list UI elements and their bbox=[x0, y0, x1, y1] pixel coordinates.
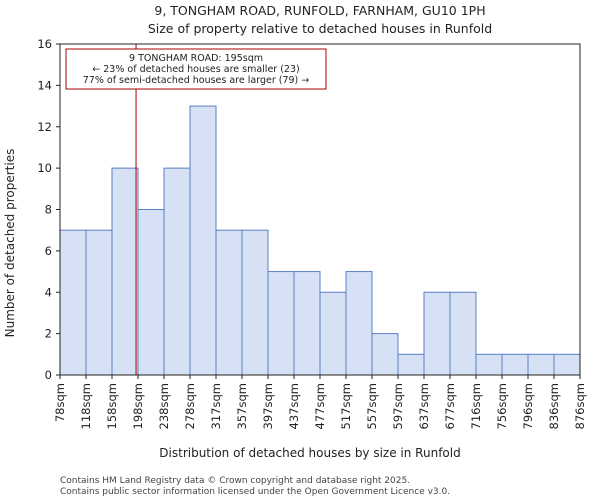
annotation-line3: 77% of semi-detached houses are larger (… bbox=[83, 75, 310, 86]
x-tick-label: 677sqm bbox=[443, 383, 457, 429]
x-tick-label: 78sqm bbox=[53, 383, 67, 422]
chart-title-line2: Size of property relative to detached ho… bbox=[148, 21, 492, 36]
annotation-line2: ← 23% of detached houses are smaller (23… bbox=[92, 64, 299, 75]
bar-637sqm bbox=[423, 291, 451, 376]
x-tick-label: 557sqm bbox=[365, 383, 379, 429]
bar-597sqm bbox=[397, 353, 425, 376]
annotation-rect bbox=[65, 48, 327, 90]
bar-437sqm bbox=[293, 271, 321, 376]
x-tick-label: 517sqm bbox=[339, 383, 353, 429]
bar-677sqm bbox=[449, 291, 477, 376]
chart-title-line1: 9, TONGHAM ROAD, RUNFOLD, FARNHAM, GU10 … bbox=[154, 3, 485, 18]
bar-278sqm bbox=[189, 105, 217, 376]
y-tick-label: 2 bbox=[45, 327, 52, 341]
x-tick-label: 118sqm bbox=[79, 383, 93, 429]
bar-796sqm bbox=[527, 353, 555, 376]
bar-78sqm bbox=[59, 229, 87, 376]
bar-716sqm bbox=[475, 353, 503, 376]
annotation-box: 9 TONGHAM ROAD: 195sqm ← 23% of detached… bbox=[65, 48, 327, 90]
bar-477sqm bbox=[319, 291, 347, 376]
bar-756sqm bbox=[501, 353, 529, 376]
x-tick-label: 597sqm bbox=[391, 383, 405, 429]
y-tick-label: 10 bbox=[37, 161, 52, 175]
annotation-line1: 9 TONGHAM ROAD: 195sqm bbox=[129, 53, 263, 64]
x-tick-label: 317sqm bbox=[209, 383, 223, 429]
x-axis-ticks: 78sqm 118sqm 158sqm 198sqm 238sqm 278sqm 317sq… bbox=[53, 375, 587, 429]
y-tick-label: 4 bbox=[45, 285, 52, 299]
bar-238sqm bbox=[163, 167, 191, 376]
y-tick-label: 14 bbox=[37, 78, 52, 92]
y-tick-label: 16 bbox=[37, 37, 52, 51]
bar-517sqm bbox=[345, 271, 373, 376]
x-tick-label: 716sqm bbox=[469, 383, 483, 429]
y-tick-label: 6 bbox=[45, 244, 52, 258]
x-axis-label: Distribution of detached houses by size … bbox=[159, 446, 460, 460]
footer-line1: Contains HM Land Registry data © Crown c… bbox=[60, 476, 410, 486]
bar-118sqm bbox=[85, 229, 113, 376]
x-tick-label: 357sqm bbox=[235, 383, 249, 429]
bar-557sqm bbox=[371, 333, 399, 376]
y-tick-label: 8 bbox=[45, 203, 52, 217]
bar-317sqm bbox=[215, 229, 243, 376]
bar-198sqm bbox=[137, 209, 165, 376]
y-axis-label: Number of detached properties bbox=[3, 149, 17, 338]
footer-line2: Contains public sector information licen… bbox=[60, 487, 450, 497]
y-tick-label: 12 bbox=[37, 120, 52, 134]
bar-836sqm bbox=[553, 353, 581, 376]
y-axis-ticks: 0 2 4 6 8 10 12 14 16 bbox=[37, 37, 60, 382]
x-tick-label: 158sqm bbox=[105, 383, 119, 429]
x-tick-label: 836sqm bbox=[547, 383, 561, 429]
x-tick-label: 637sqm bbox=[417, 383, 431, 429]
x-tick-label: 238sqm bbox=[157, 383, 171, 429]
x-tick-label: 198sqm bbox=[131, 383, 145, 429]
x-tick-label: 876sqm bbox=[573, 383, 587, 429]
x-tick-label: 796sqm bbox=[521, 383, 535, 429]
x-tick-label: 397sqm bbox=[261, 383, 275, 429]
bar-158sqm bbox=[111, 167, 139, 376]
x-tick-label: 278sqm bbox=[183, 383, 197, 429]
bar-357sqm bbox=[241, 229, 269, 376]
bars-group bbox=[59, 105, 581, 376]
y-tick-label: 0 bbox=[45, 368, 52, 382]
x-tick-label: 437sqm bbox=[287, 383, 301, 429]
x-tick-label: 756sqm bbox=[495, 383, 509, 429]
x-tick-label: 477sqm bbox=[313, 383, 327, 429]
bar-397sqm bbox=[267, 271, 295, 376]
